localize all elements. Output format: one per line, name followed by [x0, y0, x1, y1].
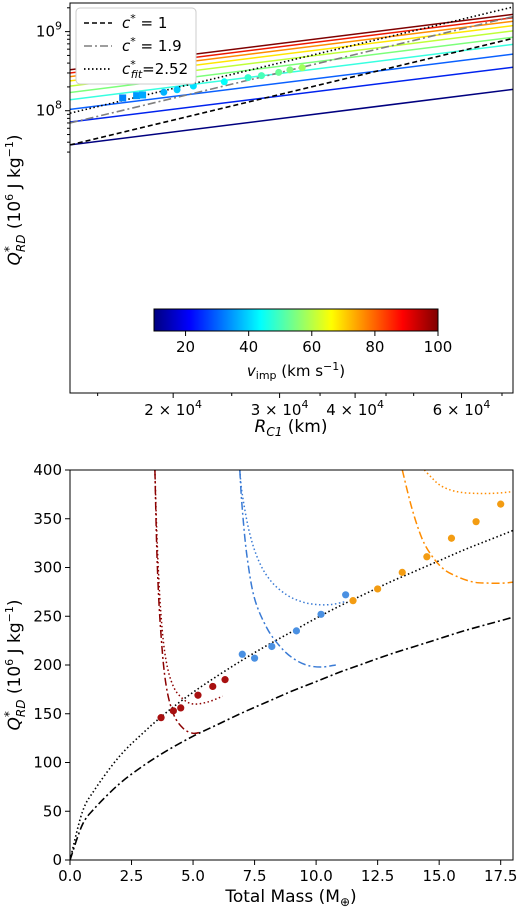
bottom-data-point: [349, 597, 357, 605]
colorbar-tick-label: 40: [239, 338, 258, 356]
y-tick-label: 300: [33, 559, 62, 577]
top-data-point: [160, 88, 168, 96]
colorbar: 20 40 60 80 100 vimp (km s−1): [153, 308, 452, 382]
bottom-data-point: [423, 553, 431, 561]
bottom-data-point: [292, 627, 301, 635]
top-axis-ticks: 2 × 104 3 × 104 4 × 104 6 × 104 108 109: [36, 7, 503, 419]
top-data-point: [220, 78, 228, 86]
colorbar-ticks: 20 40 60 80 100: [176, 331, 452, 356]
group-curve-dotted: [423, 470, 513, 495]
x-tick-label: 7.5: [243, 867, 267, 885]
y-tick-label: 100: [33, 754, 62, 772]
bottom-data-point: [177, 704, 185, 712]
bottom-data-point: [447, 534, 456, 542]
bottom-data-point: [209, 682, 217, 691]
group-curve-dashdot: [154, 470, 201, 735]
legend-box: [75, 7, 197, 85]
reference-line-dashed: [70, 37, 513, 146]
top-data-point: [244, 74, 252, 82]
tick-label: 4 × 104: [326, 398, 384, 419]
colorbar-tick-label: 80: [365, 338, 384, 356]
top-data-point: [133, 92, 141, 100]
velocity-line-30: [70, 53, 513, 111]
group-curve-dashdot: [239, 470, 336, 668]
y-tick-label: 50: [43, 802, 62, 820]
bottom-data-point: [317, 610, 325, 618]
bottom-plot-frame: [69, 469, 514, 861]
bottom-axis-ticks: 0.0 2.5 5.0 7.5 10.0 12.5 15.0 17.5 0 50 100 150 200…: [33, 461, 517, 885]
x-tick-label: 17.5: [484, 867, 517, 885]
bottom-y-axis-label: Q*RD (106 J kg−1): [2, 600, 28, 731]
top-plot-frame: [69, 2, 514, 394]
x-tick-label: 15.0: [422, 867, 455, 885]
x-tick-label: 5.0: [181, 867, 205, 885]
tick-label: 6 × 104: [433, 398, 491, 419]
tick-label: 2 × 104: [144, 398, 202, 419]
bottom-data-point: [157, 714, 165, 722]
bottom-data-point: [472, 518, 480, 526]
bottom-data-point: [194, 691, 202, 699]
bottom-data-point: [238, 650, 246, 658]
colorbar-tick-label: 100: [424, 338, 453, 356]
bottom-data-point: [398, 568, 406, 576]
bottom-x-axis-label: Total Mass (M⊕): [224, 887, 356, 909]
group-curve-dashdot: [401, 470, 513, 584]
top-data-point: [286, 66, 294, 74]
colorbar-tick-label: 20: [176, 338, 195, 356]
tick-label: 108: [36, 99, 62, 120]
group-curve-dotted: [239, 470, 346, 606]
legend-label-c19: c* = 1.9: [122, 35, 182, 55]
x-tick-label: 10.0: [299, 867, 332, 885]
y-tick-label: 0: [52, 851, 62, 869]
top-y-axis-label: Q*RD (106 J kg−1): [2, 135, 28, 266]
fit-line-dashdot: [70, 616, 513, 860]
legend-label-c1: c* = 1: [122, 12, 167, 32]
bottom-data-point: [342, 591, 350, 599]
tick-label: 109: [36, 20, 62, 41]
bottom-data-point: [268, 642, 276, 651]
x-tick-label: 2.5: [120, 867, 144, 885]
x-tick-label: 12.5: [361, 867, 394, 885]
bottom-data-point: [169, 707, 177, 715]
colorbar-tick-label: 60: [302, 338, 321, 356]
top-data-point: [275, 68, 283, 76]
top-data-point: [257, 72, 265, 80]
colorbar-gradient: [153, 308, 439, 332]
top-x-axis-label: RC1 (km): [255, 417, 328, 439]
top-data-point: [173, 86, 181, 94]
top-data-point: [119, 94, 127, 102]
bottom-data-point: [497, 500, 505, 508]
velocity-line-10: [70, 88, 513, 146]
bottom-plot-lines: [70, 470, 513, 860]
top-legend: c* = 1 c* = 1.9 c* fit=2.52: [75, 7, 197, 85]
fit-line-dotted: [70, 529, 513, 860]
x-tick-label: 0.0: [58, 867, 82, 885]
top-plot-points: [119, 64, 306, 102]
top-panel: 2 × 104 3 × 104 4 × 104 6 × 104 108 109 c* = …: [2, 2, 514, 439]
colorbar-label: vimp (km s−1): [247, 360, 345, 382]
bottom-panel: 0.0 2.5 5.0 7.5 10.0 12.5 15.0 17.5 0 50 100 150 200…: [2, 461, 517, 909]
y-tick-label: 400: [33, 461, 62, 479]
y-tick-label: 250: [33, 607, 62, 625]
bottom-plot-points: [157, 500, 505, 722]
bottom-data-point: [374, 585, 382, 593]
bottom-data-point: [250, 654, 259, 662]
legend-label-cfit: c* fit=2.52: [122, 58, 188, 81]
top-data-point: [298, 64, 306, 72]
y-tick-label: 200: [33, 656, 62, 674]
top-data-point: [139, 91, 147, 99]
y-tick-label: 350: [33, 510, 62, 528]
y-tick-label: 150: [33, 705, 62, 723]
velocity-line-20: [70, 66, 513, 123]
group-curve-dotted: [154, 470, 223, 705]
tick-label: 3 × 104: [251, 398, 309, 419]
bottom-data-point: [221, 676, 229, 684]
